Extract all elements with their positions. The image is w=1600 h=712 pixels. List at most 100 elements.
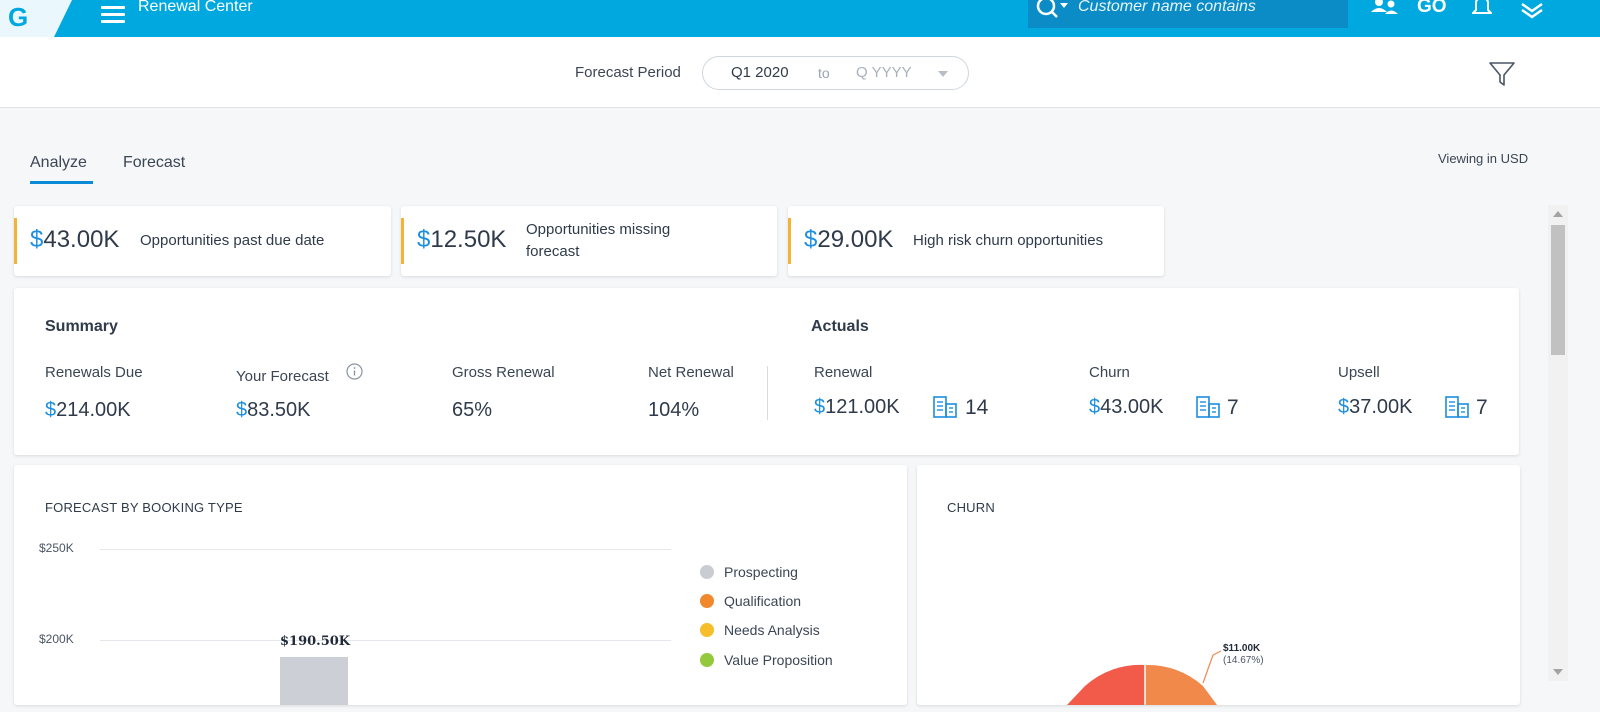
- legend-label: Needs Analysis: [724, 622, 820, 638]
- net-renewal-label: Net Renewal: [648, 364, 734, 381]
- currency-symbol: $: [814, 396, 826, 418]
- kpi-description: Opportunities missing forecast: [526, 221, 671, 260]
- app-logo[interactable]: G: [0, 0, 72, 37]
- tab-analyze[interactable]: Analyze: [30, 154, 87, 171]
- churn-pie-chart: [1067, 650, 1222, 705]
- currency-viewing-label: Viewing in USD: [1438, 151, 1529, 166]
- bell-icon[interactable]: [1472, 0, 1492, 20]
- currency-symbol: $: [804, 226, 818, 253]
- actual-renewal-label: Renewal: [814, 364, 873, 381]
- search-box: [1028, 0, 1348, 28]
- kpi-value: $29.00K: [804, 226, 893, 254]
- search-icon[interactable]: [1034, 0, 1068, 24]
- legend-label: Prospecting: [724, 564, 798, 580]
- app-title: Renewal Center: [138, 0, 253, 15]
- active-tab-indicator: [30, 181, 93, 184]
- forecast-period-bar: Forecast Period Q1 2020 to Q YYYY: [0, 37, 1600, 108]
- filter-icon[interactable]: [1488, 60, 1516, 88]
- kpi-card-past-due[interactable]: $43.00K Opportunities past due date: [14, 206, 391, 276]
- top-navigation-bar: G Renewal Center GO: [0, 0, 1600, 37]
- renewals-due-amount: 214.00K: [56, 399, 131, 421]
- actuals-title: Actuals: [811, 318, 869, 335]
- currency-symbol: $: [45, 399, 57, 421]
- summary-title: Summary: [45, 318, 118, 335]
- gross-renewal-label: Gross Renewal: [452, 364, 555, 381]
- renewals-due-label: Renewals Due: [45, 364, 143, 381]
- gross-renewal-value: 65%: [452, 399, 493, 421]
- legend-swatch: [700, 565, 714, 579]
- summary-card: Summary Renewals Due $214.00K Your Forec…: [14, 288, 1519, 455]
- renewals-due-value: $214.00K: [45, 399, 131, 422]
- forecast-period-selector[interactable]: Q1 2020 to Q YYYY: [702, 56, 969, 90]
- churn-card: CHURN $11.00K (14.67%): [917, 465, 1520, 705]
- currency-symbol: $: [1338, 396, 1350, 418]
- legend-item-qualification[interactable]: Qualification: [700, 591, 801, 611]
- legend-item-needs-analysis[interactable]: Needs Analysis: [700, 620, 820, 640]
- legend-label: Value Proposition: [724, 652, 833, 668]
- y-axis-tick-label: $250K: [39, 541, 74, 555]
- churn-pie-slice[interactable]: [1067, 664, 1145, 705]
- kpi-amount: 12.50K: [430, 226, 507, 253]
- user-switch-icon[interactable]: [1370, 0, 1400, 20]
- info-icon[interactable]: [346, 363, 363, 380]
- accounts-building-icon: [1445, 396, 1469, 418]
- actual-churn-label: Churn: [1089, 364, 1130, 381]
- currency-symbol: $: [236, 399, 248, 421]
- tab-forecast[interactable]: Forecast: [123, 154, 186, 171]
- slice-label-leader: [1202, 650, 1222, 684]
- scroll-up-arrow-icon[interactable]: [1553, 211, 1563, 217]
- actual-churn-value[interactable]: $43.00K: [1089, 396, 1164, 419]
- net-renewal-value: 104%: [648, 399, 700, 421]
- legend-swatch: [700, 653, 714, 667]
- actual-upsell-value[interactable]: $37.00K: [1338, 396, 1413, 419]
- accounts-building-icon: [1196, 396, 1220, 418]
- forecast-chart-title: FORECAST BY BOOKING TYPE: [45, 500, 243, 515]
- kpi-amount: 29.00K: [817, 226, 894, 253]
- churn-pie-slice[interactable]: [1145, 664, 1217, 705]
- page-scrollbar[interactable]: [1548, 205, 1568, 681]
- actual-renewal-count[interactable]: 14: [965, 396, 989, 419]
- chevron-down-icon[interactable]: [938, 71, 948, 77]
- legend-swatch: [700, 594, 714, 608]
- kpi-description: High risk churn opportunities: [913, 232, 1104, 249]
- actual-renewal-value[interactable]: $121.00K: [814, 396, 900, 419]
- bar-data-label: $190.50K: [280, 634, 351, 650]
- kpi-description: Opportunities past due date: [140, 232, 325, 249]
- kpi-card-high-risk-churn[interactable]: $29.00K High risk churn opportunities: [788, 206, 1164, 276]
- gridline: [100, 640, 671, 641]
- your-forecast-value: $83.50K: [236, 399, 311, 422]
- accounts-building-icon: [933, 396, 957, 418]
- bar-prospecting[interactable]: [280, 657, 348, 705]
- scroll-down-arrow-icon[interactable]: [1553, 669, 1563, 675]
- legend-item-prospecting[interactable]: Prospecting: [700, 562, 798, 582]
- section-divider: [767, 366, 768, 420]
- actual-upsell-count[interactable]: 7: [1476, 396, 1488, 419]
- period-start-value[interactable]: Q1 2020: [731, 64, 789, 81]
- forecast-by-booking-type-card: FORECAST BY BOOKING TYPE $250K $200K $190.…: [14, 465, 907, 705]
- currency-symbol: $: [1089, 396, 1101, 418]
- churn-slice-value: $11.00K: [1223, 643, 1261, 654]
- actual-churn-amount: 43.00K: [1100, 396, 1164, 418]
- menu-icon[interactable]: [101, 6, 125, 24]
- churn-chart-title: CHURN: [947, 500, 995, 515]
- customer-search-input[interactable]: [1078, 0, 1340, 14]
- period-end-placeholder[interactable]: Q YYYY: [856, 64, 912, 81]
- logo-background-shape: [0, 0, 72, 37]
- kpi-card-missing-forecast[interactable]: $12.50K Opportunities missing forecast: [401, 206, 777, 276]
- kpi-amount: 43.00K: [43, 226, 120, 253]
- actual-churn-count[interactable]: 7: [1227, 396, 1239, 419]
- gridline: [100, 549, 671, 550]
- legend-label: Qualification: [724, 593, 802, 609]
- actual-upsell-amount: 37.00K: [1349, 396, 1413, 418]
- scrollbar-thumb[interactable]: [1551, 225, 1565, 355]
- kpi-value: $12.50K: [417, 226, 506, 254]
- legend-item-value-proposition[interactable]: Value Proposition: [700, 650, 833, 670]
- currency-symbol: $: [30, 226, 44, 253]
- period-to-label: to: [818, 65, 830, 81]
- legend-swatch: [700, 623, 714, 637]
- forecast-period-label: Forecast Period: [575, 64, 681, 81]
- layers-icon[interactable]: [1520, 0, 1544, 20]
- y-axis-tick-label: $200K: [39, 632, 74, 646]
- churn-slice-label: $11.00K (14.67%): [1223, 643, 1264, 667]
- go-button[interactable]: GO: [1417, 0, 1447, 17]
